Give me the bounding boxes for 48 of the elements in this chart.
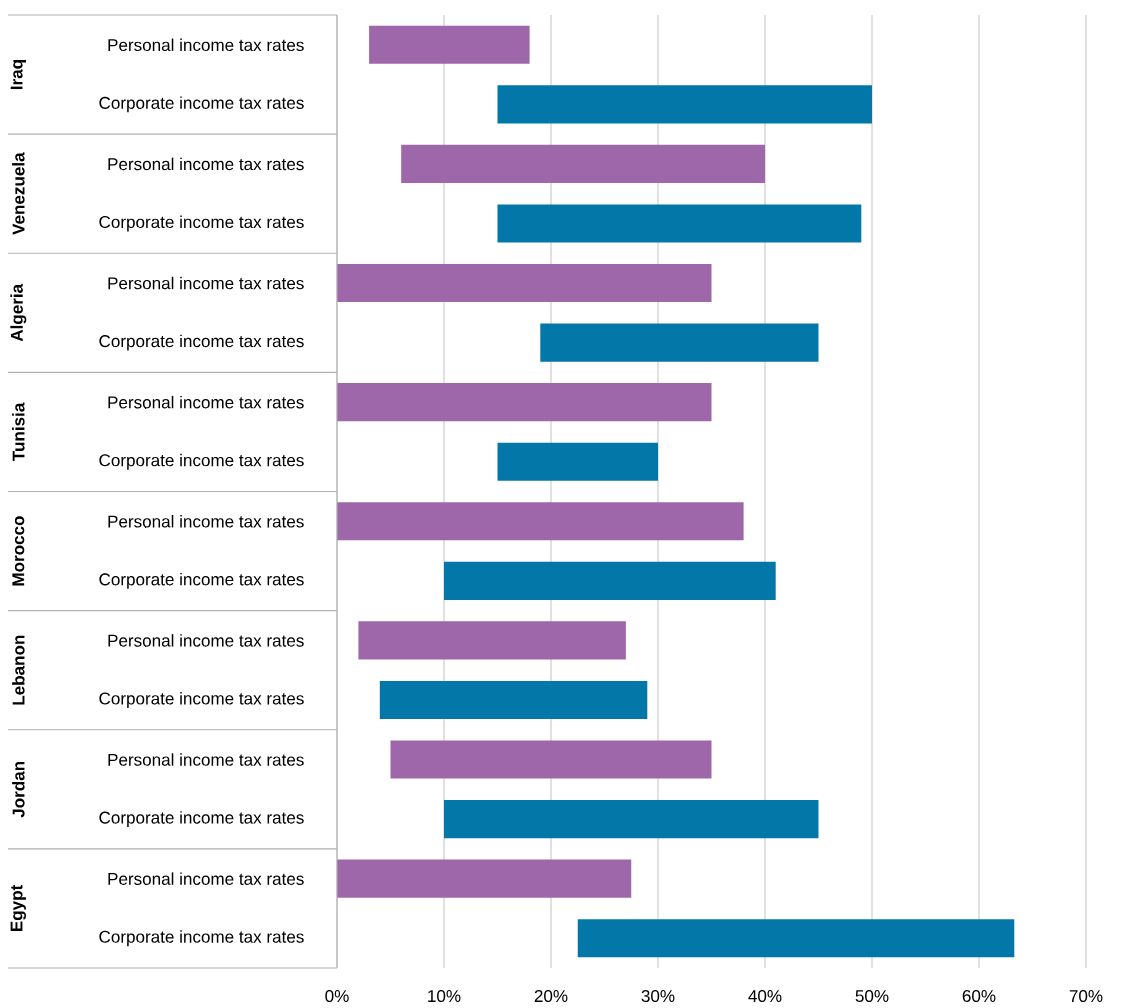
bar xyxy=(444,800,819,839)
y-tick-label: Corporate income tax rates xyxy=(99,334,304,351)
y-tick-label: Personal income tax rates xyxy=(108,872,304,886)
text: Venezuela xyxy=(12,152,25,235)
bar xyxy=(337,502,744,541)
y-tick-label: Personal income tax rates xyxy=(108,276,304,290)
text: Egypt xyxy=(10,885,27,932)
text: Tunisia xyxy=(12,402,25,462)
bar xyxy=(337,264,712,303)
y-tick-label: Personal income tax rates xyxy=(108,157,304,171)
bar xyxy=(540,323,819,362)
x-tick-label: 70% xyxy=(1069,990,1103,1003)
bar xyxy=(390,740,712,779)
y-tick-label: Corporate income tax rates xyxy=(99,453,304,470)
x-tick-label: 40% xyxy=(748,990,782,1003)
bar xyxy=(577,919,1015,958)
bar xyxy=(497,204,862,243)
x-tick-label: 0% xyxy=(325,990,349,1003)
text: Morocco xyxy=(12,516,25,586)
x-tick-label: 50% xyxy=(855,990,889,1003)
x-tick-label: 10% xyxy=(428,990,461,1003)
y-tick-label: Corporate income tax rates xyxy=(99,811,304,828)
y-tick-label: Personal income tax rates xyxy=(108,753,304,766)
y-tick-label: Corporate income tax rates xyxy=(99,573,304,589)
y-tick-label: Corporate income tax rates xyxy=(99,930,304,947)
bar xyxy=(379,681,648,720)
bar xyxy=(444,561,776,601)
y-tick-label: Personal income tax rates xyxy=(108,396,304,409)
text: Iraq xyxy=(10,60,26,90)
bar xyxy=(497,442,658,481)
y-tick-label: Personal income tax rates xyxy=(108,38,304,52)
y-tick-label: Personal income tax rates xyxy=(108,634,304,647)
x-tick-label: 30% xyxy=(641,990,675,1003)
bar xyxy=(337,859,632,898)
bar xyxy=(358,621,626,660)
text: Jordan xyxy=(12,762,25,818)
text: Algeria xyxy=(10,283,27,342)
x-tick-label: 20% xyxy=(534,990,568,1003)
bar xyxy=(401,144,765,184)
y-tick-label: Corporate income tax rates xyxy=(99,96,304,113)
text: Lebanon xyxy=(12,635,25,705)
y-tick-label: Corporate income tax rates xyxy=(99,692,304,709)
bar xyxy=(497,85,872,124)
bar xyxy=(369,25,530,64)
bar xyxy=(337,383,712,422)
y-tick-label: Corporate income tax rates xyxy=(99,215,304,232)
y-tick-label: Personal income tax rates xyxy=(108,515,304,528)
x-tick-label: 60% xyxy=(962,990,996,1003)
